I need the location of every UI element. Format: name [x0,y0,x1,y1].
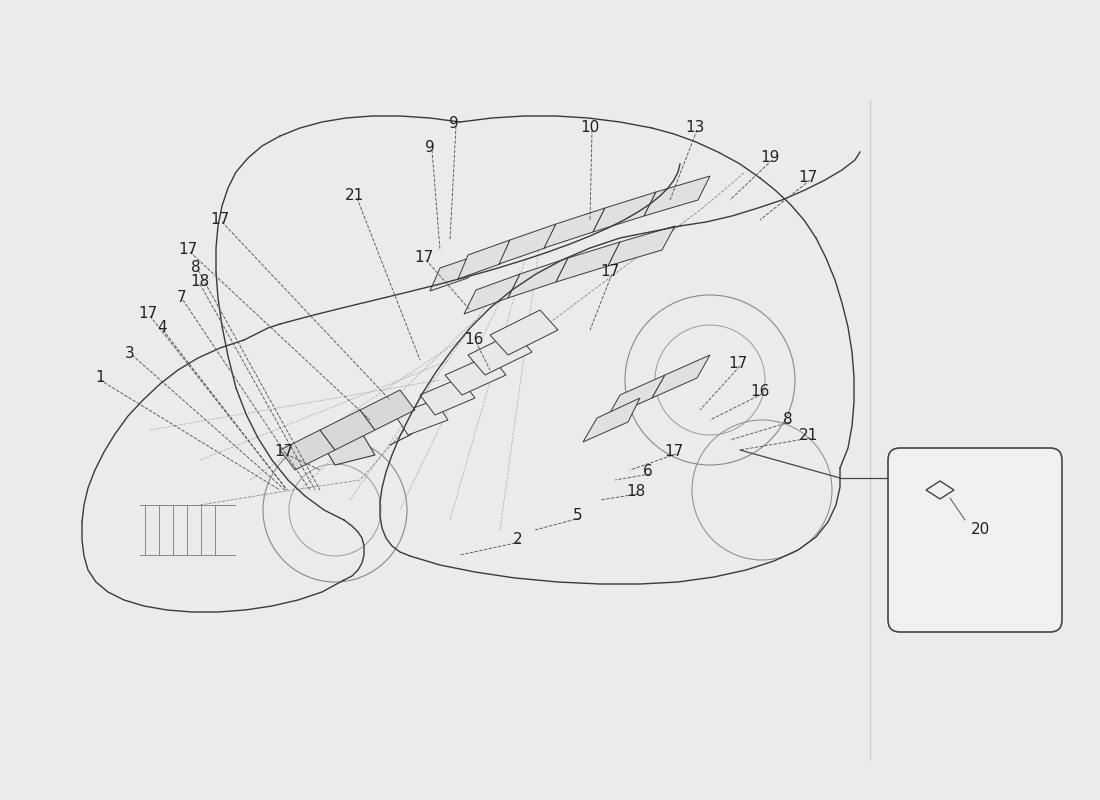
Text: 17: 17 [799,170,817,186]
Polygon shape [644,176,710,216]
Polygon shape [420,378,475,415]
Text: 8: 8 [191,261,201,275]
Polygon shape [652,355,710,398]
Text: 8: 8 [783,413,793,427]
Polygon shape [320,410,375,450]
Text: 17: 17 [415,250,433,266]
Text: 7: 7 [177,290,187,306]
Polygon shape [593,192,656,232]
Polygon shape [360,390,415,430]
Text: 9: 9 [425,141,435,155]
Polygon shape [556,242,620,282]
Polygon shape [446,355,506,395]
Text: 6: 6 [644,465,653,479]
Polygon shape [608,226,675,266]
Text: 9: 9 [449,117,459,131]
Text: 1: 1 [96,370,104,386]
Polygon shape [607,375,666,418]
Text: 17: 17 [664,445,683,459]
Text: 16: 16 [464,333,484,347]
Text: 20: 20 [970,522,990,538]
Text: 21: 21 [345,189,364,203]
Text: 2: 2 [514,533,522,547]
Polygon shape [430,255,478,291]
Text: 16: 16 [750,385,770,399]
Polygon shape [499,224,556,264]
Text: 19: 19 [760,150,780,166]
Text: 17: 17 [139,306,157,322]
Text: 13: 13 [685,121,705,135]
FancyBboxPatch shape [888,448,1062,632]
Text: 18: 18 [190,274,210,290]
Text: 17: 17 [728,357,748,371]
Polygon shape [320,430,375,465]
Polygon shape [544,208,605,248]
Polygon shape [280,430,336,470]
Text: 17: 17 [210,213,230,227]
Text: 21: 21 [799,429,817,443]
Text: 3: 3 [125,346,135,361]
Text: 4: 4 [157,321,167,335]
Text: 17: 17 [178,242,198,258]
Text: 17: 17 [274,445,294,459]
Polygon shape [508,258,568,298]
Polygon shape [468,332,532,375]
Text: 17: 17 [601,265,619,279]
Text: 10: 10 [581,121,600,135]
Text: 5: 5 [573,509,583,523]
Polygon shape [464,274,520,314]
Polygon shape [395,400,448,435]
Polygon shape [490,310,558,355]
Polygon shape [458,240,510,279]
Polygon shape [583,398,640,442]
Text: 18: 18 [626,485,646,499]
